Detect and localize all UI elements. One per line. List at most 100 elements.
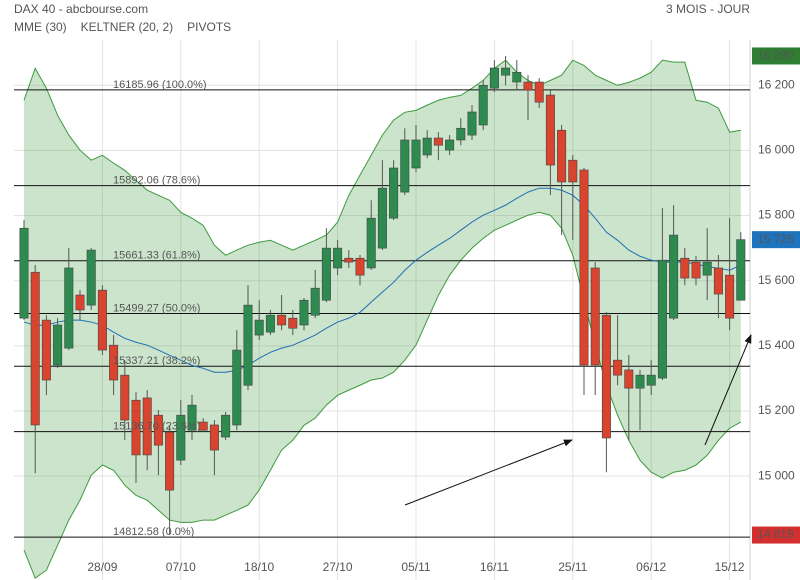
y-tick-label: 15 000 [758, 468, 795, 482]
legend-entry: MME (30) [14, 20, 67, 34]
candle-body [400, 139, 410, 193]
y-tick-label: 15 200 [758, 403, 795, 417]
x-tick-label: 18/10 [244, 560, 274, 574]
candle-body [713, 267, 723, 295]
candle-body [165, 431, 175, 491]
candle-body [557, 129, 567, 183]
candle-body [590, 267, 600, 366]
candle-body [467, 111, 477, 136]
chart-subtitle: 3 MOIS - JOUR [666, 2, 750, 16]
candle-body [333, 247, 343, 269]
candle-body [579, 169, 589, 366]
mme-line [23, 187, 742, 373]
x-tick-label: 27/10 [323, 560, 353, 574]
chart-title: DAX 40 - abcbourse.com [14, 2, 148, 16]
candle-body [265, 314, 275, 333]
candle-body [613, 359, 623, 376]
candle-body [624, 369, 634, 389]
candle-body [646, 374, 656, 386]
price-tag-label: 15 726 [757, 232, 794, 246]
candle-body [53, 324, 63, 366]
candle-body [512, 71, 522, 83]
candle-body [433, 137, 443, 146]
candle-body [109, 344, 119, 381]
pivot-label: 15499.27 (50.0%) [113, 302, 200, 314]
candle-body [209, 424, 219, 451]
arrow [704, 334, 752, 446]
x-tick-label: 07/10 [166, 560, 196, 574]
candle-body [232, 349, 242, 426]
y-tick-label: 15 800 [758, 208, 795, 222]
candle-body [456, 127, 466, 141]
candle-body [198, 421, 208, 431]
candle-body [277, 314, 287, 326]
x-tick-label: 06/12 [636, 560, 666, 574]
x-tick-label: 15/12 [715, 560, 745, 574]
candle-body [601, 314, 611, 439]
x-tick-label: 28/09 [87, 560, 117, 574]
candle-body [97, 289, 107, 351]
legend-entry: PIVOTS [187, 20, 231, 34]
keltner-lower [23, 211, 742, 579]
candle-body [41, 319, 51, 381]
candle-body [120, 374, 130, 421]
candle-body [534, 81, 544, 103]
annotations [404, 334, 752, 506]
candle-body [411, 139, 421, 169]
candle-body [702, 261, 712, 276]
candle-body [545, 94, 555, 166]
candle-body [153, 414, 163, 446]
legend-entry: KELTNER (20, 2) [81, 20, 173, 34]
candle-body [635, 374, 645, 389]
keltner-band [24, 60, 741, 579]
candle-body [75, 294, 85, 311]
candle-body [489, 67, 499, 89]
candle-body [299, 299, 309, 326]
candle-body [422, 137, 432, 156]
x-tick-label: 25/11 [558, 560, 587, 574]
candle-body [221, 414, 231, 438]
price-tag [752, 47, 800, 65]
pivot-label: 15136.70 (23.6%) [113, 420, 200, 432]
candle-body [736, 239, 746, 301]
candle-body [86, 249, 96, 306]
candle-body [64, 267, 74, 349]
candle-body [142, 397, 152, 456]
candle-body [30, 271, 40, 426]
candle-body [568, 159, 578, 183]
candle-body [669, 234, 679, 319]
candle-body [725, 274, 735, 319]
candle-body [243, 304, 253, 386]
pivot-label: 14812.58 (0.0%) [113, 526, 194, 538]
candle-body [355, 257, 365, 276]
candle-body [680, 257, 690, 279]
candle-body [321, 247, 331, 301]
y-tick-label: 16 000 [758, 143, 795, 157]
pivot-label: 15337.21 (38.2%) [113, 355, 200, 367]
candle-body [478, 84, 488, 126]
candle-body [288, 317, 298, 329]
candle-body [445, 139, 455, 151]
candle-body [187, 404, 197, 431]
y-tick-label: 16 200 [758, 77, 795, 91]
x-tick-label: 16/11 [480, 560, 509, 574]
candle-body [501, 67, 511, 76]
candle-body [310, 287, 320, 316]
candle-body [691, 261, 701, 279]
price-tag-label: 14 819 [757, 527, 794, 541]
candle-body [523, 81, 533, 91]
candle-body [176, 414, 186, 461]
pivot-label: 16185.96 (100.0%) [113, 79, 207, 91]
candle-body [377, 187, 387, 249]
candle-body [19, 227, 29, 319]
candle-body [366, 217, 376, 269]
price-tag-label: 16 290 [757, 48, 794, 62]
candle-body [657, 259, 667, 379]
candle-body [389, 167, 399, 219]
plot [14, 55, 750, 579]
candle-body [254, 319, 264, 336]
price-tag [752, 526, 800, 544]
keltner-upper [23, 59, 741, 256]
pivot-label: 15661.33 (61.8%) [113, 250, 200, 262]
